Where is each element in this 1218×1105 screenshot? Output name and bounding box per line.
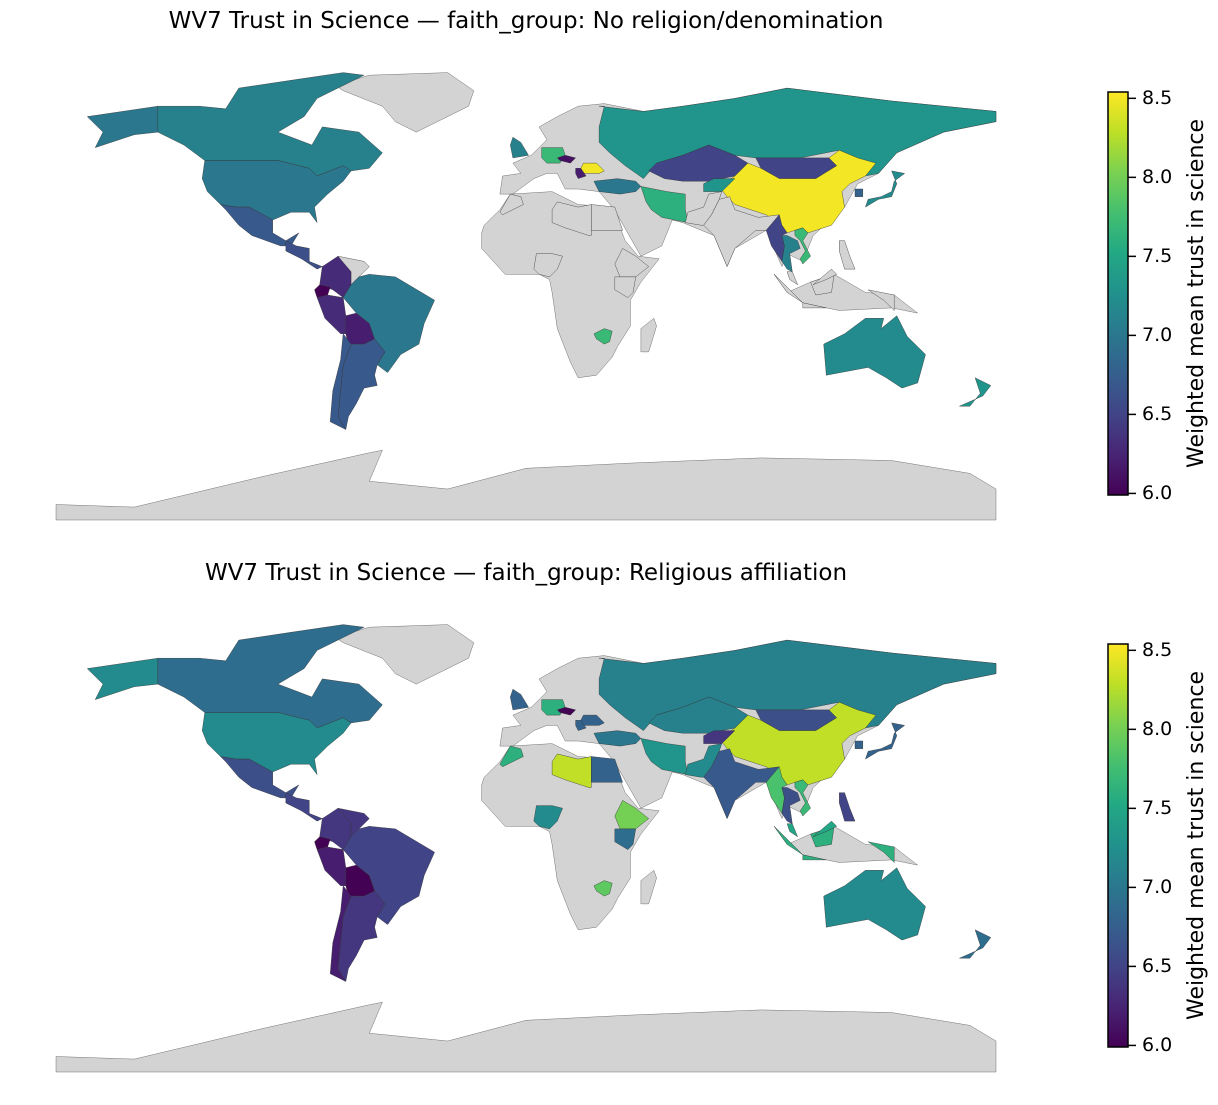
- country: [823, 315, 926, 389]
- map: [55, 72, 997, 521]
- colorbar-tick-label: 6.5: [1142, 955, 1172, 977]
- country: [556, 155, 576, 164]
- country: [703, 730, 736, 744]
- country: [593, 730, 642, 747]
- country: [854, 740, 863, 749]
- country: [703, 178, 736, 192]
- map-title: WV7 Trust in Science — faith_group: Reli…: [205, 560, 847, 586]
- colorbar-label: Weighted mean trust in science: [1184, 671, 1209, 1020]
- country: [614, 828, 636, 850]
- country: [316, 294, 346, 334]
- colorbar-tick-label: 7.5: [1142, 245, 1172, 267]
- country: [854, 188, 863, 197]
- colorbar-tick-label: 6.5: [1142, 403, 1172, 425]
- country: [614, 276, 636, 298]
- country: [593, 178, 642, 195]
- country: [865, 722, 906, 760]
- country: [959, 377, 992, 407]
- country: [316, 846, 346, 886]
- country: [314, 284, 331, 298]
- country: [533, 805, 563, 830]
- country: [591, 756, 623, 783]
- land: [481, 191, 660, 379]
- country: [839, 240, 856, 270]
- country: [329, 885, 352, 982]
- country: [685, 191, 723, 226]
- colorbar-tick-label: 8.0: [1142, 718, 1172, 740]
- colorbar-tick-label: 8.0: [1142, 166, 1172, 188]
- country: [959, 929, 992, 959]
- colorbar: [1107, 643, 1129, 1048]
- colorbar-tick-label: 7.0: [1142, 876, 1172, 898]
- country: [781, 787, 801, 825]
- country: [219, 204, 299, 247]
- country: [794, 227, 811, 265]
- land: [334, 72, 475, 133]
- country: [499, 193, 524, 216]
- country: [499, 745, 524, 768]
- land: [55, 449, 997, 521]
- land: [55, 1001, 997, 1073]
- country: [786, 268, 838, 286]
- country: [314, 836, 331, 850]
- country: [786, 820, 838, 838]
- colorbar-tick-label: 8.5: [1142, 639, 1172, 661]
- land: [640, 317, 657, 353]
- country: [839, 792, 856, 822]
- map: [55, 624, 997, 1073]
- country: [598, 87, 997, 179]
- country: [575, 720, 587, 731]
- colorbar-tick-label: 6.0: [1142, 1034, 1172, 1056]
- country: [773, 274, 895, 311]
- country: [773, 826, 895, 863]
- land: [481, 743, 660, 931]
- country: [823, 867, 926, 941]
- colorbar-tick-label: 8.5: [1142, 87, 1172, 109]
- country: [510, 136, 529, 159]
- country: [598, 639, 997, 731]
- country: [685, 743, 723, 778]
- colorbar-tick-label: 7.0: [1142, 324, 1172, 346]
- country: [781, 235, 801, 273]
- land: [640, 869, 657, 905]
- colorbar: [1107, 91, 1129, 496]
- colorbar-tick-label: 7.5: [1142, 797, 1172, 819]
- country: [551, 753, 592, 788]
- colorbar-label: Weighted mean trust in science: [1184, 119, 1209, 468]
- country: [329, 333, 352, 430]
- country: [510, 688, 529, 711]
- country: [593, 880, 613, 897]
- country: [556, 707, 576, 716]
- colorbar-tick-label: 6.0: [1142, 482, 1172, 504]
- land: [334, 624, 475, 685]
- country: [591, 204, 623, 231]
- map-title: WV7 Trust in Science — faith_group: No r…: [169, 8, 884, 34]
- country: [533, 253, 563, 278]
- country: [865, 170, 906, 208]
- country: [794, 779, 811, 817]
- country: [551, 201, 592, 236]
- country: [575, 168, 587, 179]
- country: [593, 328, 613, 345]
- country: [219, 756, 299, 799]
- country: [285, 792, 323, 822]
- country: [285, 240, 323, 270]
